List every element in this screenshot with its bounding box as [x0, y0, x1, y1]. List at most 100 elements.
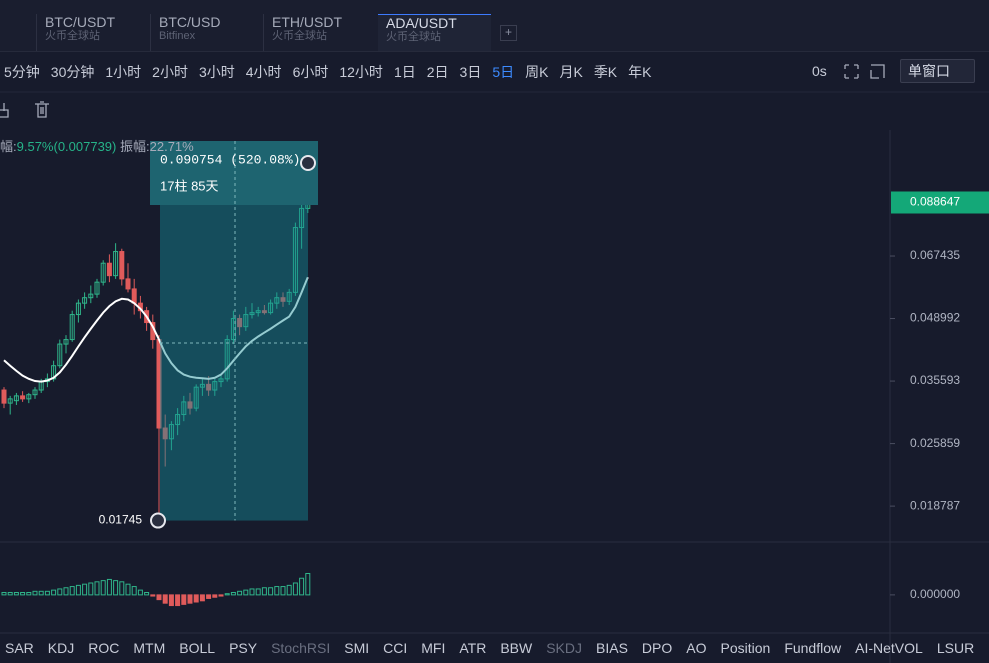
macd-bar	[286, 584, 292, 596]
indicator-tab[interactable]: Position	[720, 640, 771, 656]
candle-body	[187, 401, 193, 409]
candle-body	[119, 251, 125, 280]
measure-span: 17柱 85天	[160, 178, 219, 193]
indicator-tab[interactable]: PSY	[229, 640, 258, 656]
interval[interactable]: 2小时	[152, 64, 188, 80]
candle-body	[26, 394, 32, 400]
indicator-tab[interactable]: KDJ	[47, 640, 75, 656]
measure-handle	[300, 155, 316, 171]
symbol-tab[interactable]: ETH/USDT 火币全球站	[263, 14, 373, 51]
indicator-tab[interactable]: BOLL	[179, 640, 216, 656]
macd-bar	[181, 594, 187, 605]
interval[interactable]: 5日	[492, 64, 515, 80]
candle-body	[175, 414, 181, 426]
macd-bar	[212, 594, 218, 598]
candle-body	[1, 389, 7, 404]
candle-body	[125, 278, 131, 290]
amplitude-label: 振幅:	[120, 139, 150, 154]
candle-body	[206, 383, 212, 391]
tab-exchange: 火币全球站	[45, 30, 100, 42]
indicator-tab[interactable]: SKDJ	[546, 640, 583, 656]
candle-body	[280, 297, 286, 302]
indicator-tab[interactable]: MFI	[421, 640, 446, 656]
tab-symbol: BTC/USDT	[45, 14, 115, 30]
macd-bar	[20, 592, 26, 596]
macd-bar	[175, 594, 181, 607]
indicator-tab[interactable]: AI-NetVOL	[855, 640, 923, 656]
window-mode[interactable]: 单窗口	[900, 59, 975, 83]
interval[interactable]: 年K	[628, 64, 652, 80]
macd-bar	[100, 580, 106, 596]
candle-body	[100, 262, 106, 283]
add-tab[interactable]: +	[500, 25, 517, 41]
symbol-tab[interactable]: BTC/USD Bitfinex	[150, 14, 260, 51]
indicator-tab[interactable]: ROC	[88, 640, 120, 656]
macd-bar	[224, 593, 230, 596]
interval[interactable]: 2日	[426, 64, 449, 80]
interval[interactable]: 4小时	[245, 64, 282, 80]
interval[interactable]: 30分钟	[50, 64, 95, 80]
macd-bar	[38, 590, 44, 596]
indicator-tab[interactable]: LSUR	[936, 640, 975, 656]
indicator-tab[interactable]: CCI	[383, 640, 408, 656]
candle-body	[69, 314, 75, 341]
symbol-tab[interactable]: ADA/USDT 火币全球站	[378, 14, 491, 51]
interval[interactable]: 12小时	[339, 64, 383, 80]
candle-body	[224, 339, 230, 380]
interval[interactable]: 6小时	[292, 64, 329, 80]
interval[interactable]: 月K	[559, 64, 583, 80]
macd-bar	[206, 594, 212, 599]
change: 9.57%(0.007739)	[16, 139, 117, 154]
interval[interactable]: 5分钟	[4, 64, 40, 80]
indicator-tab[interactable]: BBW	[500, 640, 533, 656]
candle-body	[299, 207, 305, 229]
macd-bar	[243, 589, 249, 596]
candle-body	[82, 297, 88, 304]
symbol-tab[interactable]: BTC/USDT 火币全球站	[36, 14, 146, 51]
indicator-tab[interactable]: AO	[686, 640, 707, 656]
macd-bar	[187, 594, 193, 604]
macd-bar	[26, 592, 32, 596]
indicator-tab[interactable]: MTM	[133, 640, 166, 656]
indicator-bar: SAR KDJ ROC MTM BOLL PSY StochRSI SMI CCI MFI ATR B…	[5, 640, 974, 656]
interval[interactable]: 3小时	[198, 64, 235, 80]
indicator-tab[interactable]: BIAS	[596, 640, 628, 656]
macd-bar	[7, 592, 13, 596]
indicator-tab[interactable]: Fundflow	[784, 640, 842, 656]
macd-bar	[237, 590, 243, 596]
interval[interactable]: 1小时	[105, 64, 142, 80]
macd-bar	[218, 594, 224, 597]
interval[interactable]: 周K	[525, 64, 549, 80]
macd-bar	[113, 580, 119, 596]
macd-bar	[162, 594, 168, 604]
candle-body	[268, 302, 274, 314]
indicator-tab[interactable]: SAR	[5, 640, 34, 656]
tab-bar: + BTC/USDT 火币全球站 BTC/USD Bitfinex ETH/USDT 火币全…	[0, 0, 989, 52]
indicator-tab[interactable]: DPO	[641, 640, 673, 656]
candle-body	[32, 389, 38, 396]
candle-body	[261, 310, 267, 314]
candle-body	[212, 381, 218, 391]
interval[interactable]: 3日	[459, 64, 482, 80]
interval[interactable]: 季K	[593, 64, 618, 80]
indicator-tab[interactable]: StochRSI	[271, 640, 331, 656]
indicator-tab[interactable]: SMI	[344, 640, 370, 656]
macd-bar	[94, 581, 100, 596]
measure-low: 0.01745	[99, 513, 143, 527]
candle-body	[243, 314, 249, 328]
tab-symbol: BTC/USD	[159, 14, 221, 30]
macd-bar	[268, 587, 274, 596]
candle-body	[255, 310, 261, 314]
macd-bar	[299, 577, 305, 596]
macd-bar	[106, 578, 112, 596]
candle-body	[94, 281, 100, 295]
macd-bar	[144, 592, 150, 596]
candle-body	[113, 251, 119, 277]
tab-exchange: 火币全球站	[386, 31, 441, 43]
interval[interactable]: 1日	[393, 64, 416, 80]
macd-bar	[305, 573, 311, 596]
indicator-tab[interactable]: ATR	[459, 640, 487, 656]
macd-bar	[63, 587, 69, 596]
measure-change: 0.090754 (520.08%)	[160, 152, 300, 167]
